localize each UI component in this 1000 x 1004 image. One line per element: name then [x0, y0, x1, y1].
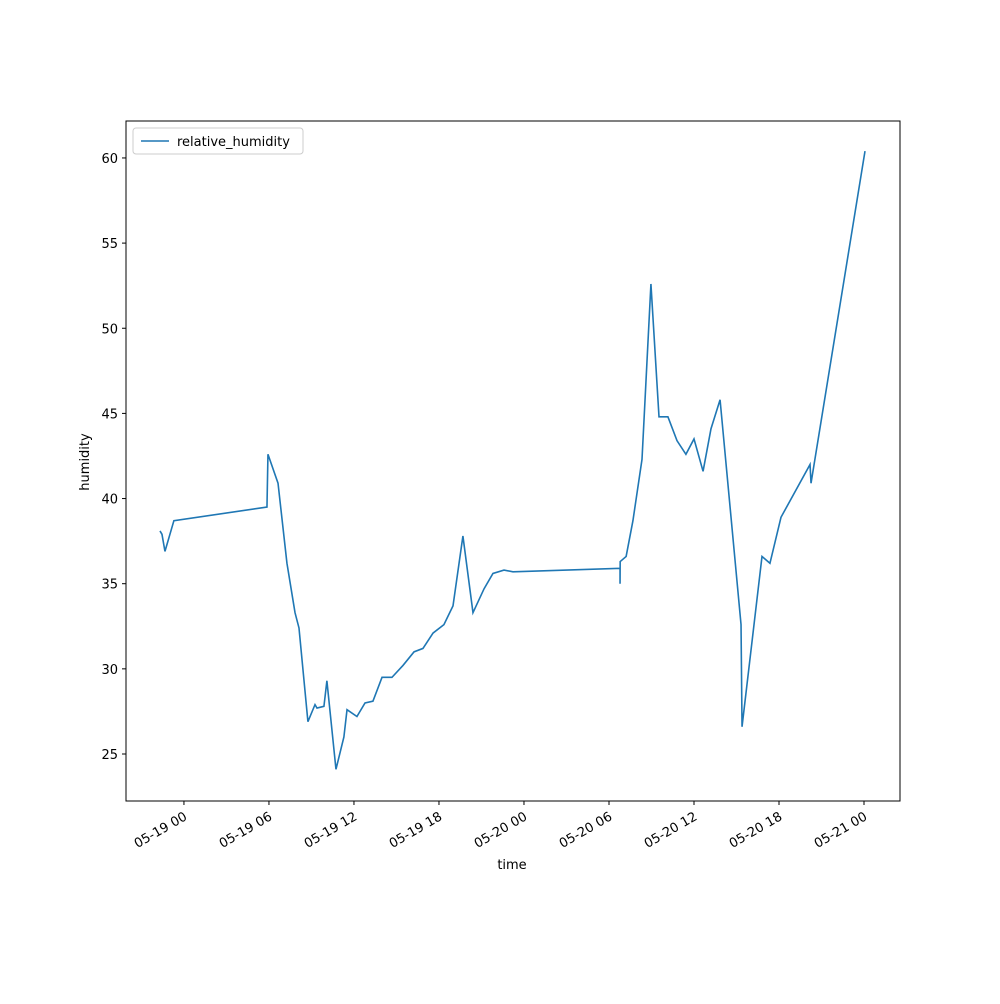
y-tick-label: 60 [101, 152, 118, 167]
x-axis-label: time [497, 858, 526, 873]
y-axis-label: humidity [78, 433, 93, 491]
y-tick-label: 45 [101, 407, 118, 422]
y-tick-label: 35 [101, 578, 118, 593]
y-tick-label: 55 [101, 237, 118, 252]
legend-label: relative_humidity [177, 135, 290, 150]
legend-box [132, 127, 304, 155]
y-tick-label: 30 [101, 663, 118, 678]
y-tick-label: 50 [101, 322, 118, 337]
y-tick-label: 25 [101, 748, 118, 763]
plot-frame [125, 120, 901, 802]
line [159, 151, 866, 770]
y-tick-label: 40 [101, 493, 118, 508]
